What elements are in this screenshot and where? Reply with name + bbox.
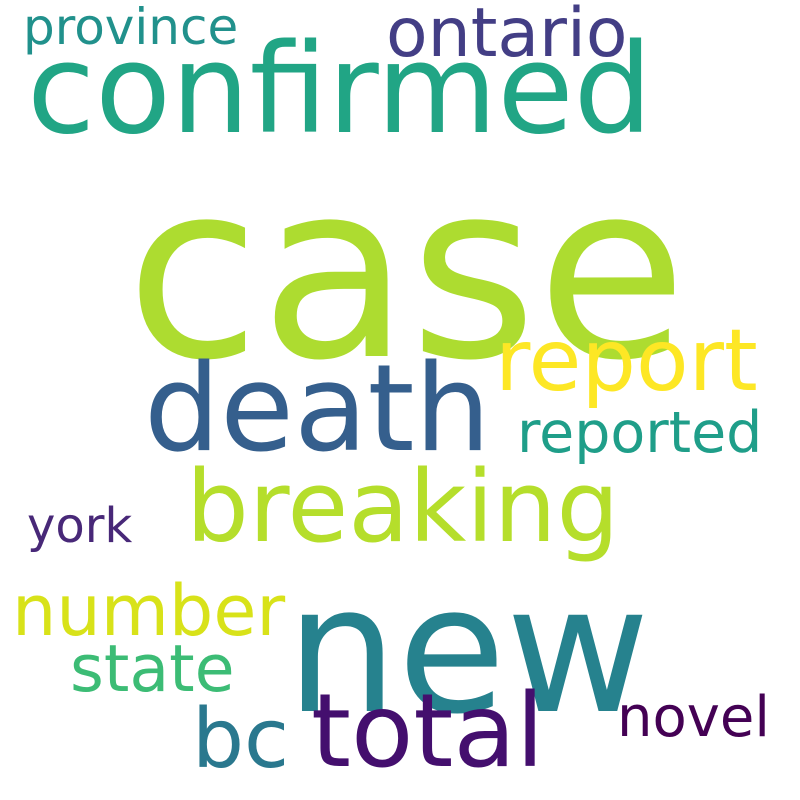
- word-york: york: [27, 498, 133, 554]
- word-case: case: [126, 130, 687, 414]
- word-province: province: [23, 0, 239, 56]
- word-reported: reported: [517, 400, 763, 466]
- word-death: death: [144, 340, 491, 479]
- word-state: state: [70, 632, 235, 707]
- word-ontario: ontario: [386, 0, 628, 73]
- word-breaking: breaking: [186, 450, 620, 565]
- word-confirmed: confirmed: [27, 18, 653, 162]
- word-number: number: [12, 570, 286, 652]
- word-report: report: [495, 311, 758, 411]
- word-total: total: [311, 672, 545, 791]
- word-bc: bc: [192, 692, 290, 787]
- word-new: new: [286, 548, 650, 753]
- word-novel: novel: [617, 685, 770, 750]
